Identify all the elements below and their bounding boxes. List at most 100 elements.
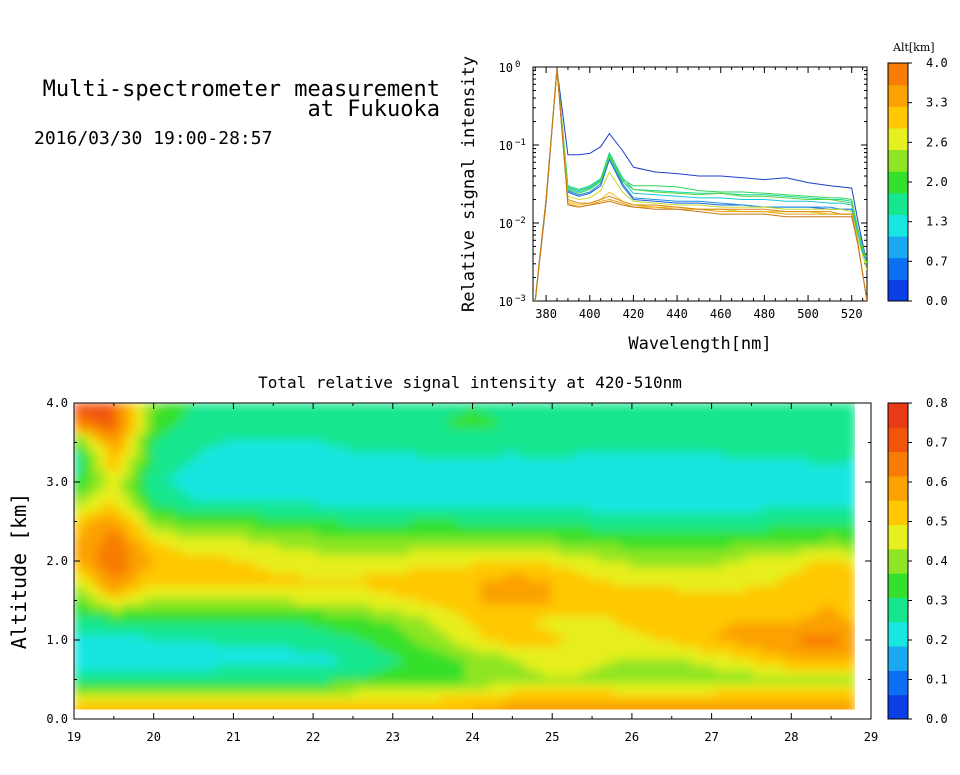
heatmap-cell xyxy=(137,634,145,641)
heatmap-cell xyxy=(847,622,855,629)
heatmap-cell xyxy=(183,549,191,556)
heatmap-cell xyxy=(347,670,355,677)
heatmap-cell xyxy=(519,604,527,611)
heatmap-cell xyxy=(176,646,184,653)
heatmap-cell xyxy=(262,658,270,665)
heatmap-cell xyxy=(824,482,832,489)
heatmap-cell xyxy=(527,549,535,556)
heatmap-cell xyxy=(746,658,754,665)
heatmap-cell xyxy=(777,543,785,550)
heatmap-cell xyxy=(293,519,301,526)
heatmap-cell xyxy=(668,440,676,447)
heatmap-cell xyxy=(808,512,816,519)
heatmap-cell xyxy=(511,525,519,532)
heatmap-cell xyxy=(590,433,598,440)
heatmap-cell xyxy=(574,610,582,617)
heatmap-cell xyxy=(691,537,699,544)
heatmap-cell xyxy=(137,482,145,489)
heatmap-cell xyxy=(199,634,207,641)
heatmap-cell xyxy=(238,567,246,574)
heatmap-cell xyxy=(394,512,402,519)
heatmap-cell xyxy=(433,464,441,471)
heatmap-cell xyxy=(441,604,449,611)
heatmap-cell xyxy=(394,452,402,459)
heatmap-cell xyxy=(839,573,847,580)
heatmap-cell xyxy=(137,610,145,617)
heatmap-cell xyxy=(590,579,598,586)
heatmap-cell xyxy=(722,537,730,544)
heatmap-cell xyxy=(230,610,238,617)
heatmap-cell xyxy=(597,616,605,623)
heatmap-cell xyxy=(207,531,215,538)
heatmap-cell xyxy=(137,689,145,696)
heatmap-cell xyxy=(222,506,230,513)
heatmap-cell xyxy=(433,689,441,696)
heatmap-cell xyxy=(379,701,387,708)
heatmap-cell xyxy=(761,549,769,556)
heatmap-cell xyxy=(238,506,246,513)
heatmap-cell xyxy=(738,525,746,532)
heatmap-cell xyxy=(605,525,613,532)
heatmap-cell xyxy=(308,506,316,513)
heatmap-cell xyxy=(683,506,691,513)
heatmap-cell xyxy=(426,500,434,507)
heatmap-cell xyxy=(527,494,535,501)
heatmap-cell xyxy=(707,476,715,483)
heatmap-cell xyxy=(535,585,543,592)
heatmap-cell xyxy=(441,452,449,459)
heatmap-cell xyxy=(582,598,590,605)
heatmap-cell xyxy=(433,646,441,653)
heatmap-cell xyxy=(363,683,371,690)
heatmap-cell xyxy=(316,622,324,629)
heatmap-cell xyxy=(183,488,191,495)
heatmap-cell xyxy=(808,494,816,501)
heatmap-cell xyxy=(746,591,754,598)
heatmap-cell xyxy=(746,458,754,465)
heatmap-cell xyxy=(754,561,762,568)
heatmap-cell xyxy=(207,543,215,550)
heatmap-cell xyxy=(347,628,355,635)
heatmap-cell xyxy=(90,525,98,532)
heatmap-cell xyxy=(543,482,551,489)
heatmap-cell xyxy=(277,591,285,598)
heatmap-cell xyxy=(691,494,699,501)
heatmap-cell xyxy=(613,628,621,635)
heatmap-cell xyxy=(199,555,207,562)
heatmap-cell xyxy=(441,500,449,507)
heatmap-cell xyxy=(824,579,832,586)
heatmap-cell xyxy=(269,646,277,653)
heatmap-cell xyxy=(785,670,793,677)
heatmap-cell xyxy=(839,482,847,489)
heatmap-cell xyxy=(558,452,566,459)
heatmap-cell xyxy=(441,458,449,465)
heatmap-cell xyxy=(426,585,434,592)
heatmap-cell xyxy=(597,598,605,605)
heatmap-cell xyxy=(543,591,551,598)
heatmap-cell xyxy=(74,573,82,580)
heatmap-cell xyxy=(832,476,840,483)
heatmap-cell xyxy=(457,610,465,617)
heatmap-cell xyxy=(215,433,223,440)
heatmap-cell xyxy=(675,695,683,702)
heatmap-cell xyxy=(644,689,652,696)
heatmap-cell xyxy=(675,561,683,568)
heatmap-cell xyxy=(550,500,558,507)
heatmap-cell xyxy=(574,689,582,696)
heatmap-cell xyxy=(847,628,855,635)
heatmap-cell xyxy=(519,683,527,690)
heatmap-cell xyxy=(488,549,496,556)
heatmap-cell xyxy=(847,610,855,617)
heatmap-cell xyxy=(738,512,746,519)
heatmap-cell xyxy=(121,677,129,684)
heatmap-cell xyxy=(761,616,769,623)
heatmap-cell xyxy=(129,512,137,519)
heatmap-cell xyxy=(363,440,371,447)
heatmap-cell xyxy=(699,482,707,489)
heatmap-cell xyxy=(316,598,324,605)
heatmap-cell xyxy=(777,440,785,447)
heatmap-cell xyxy=(254,585,262,592)
heatmap-cell xyxy=(754,628,762,635)
heatmap-cell xyxy=(847,464,855,471)
heatmap-cell xyxy=(668,677,676,684)
